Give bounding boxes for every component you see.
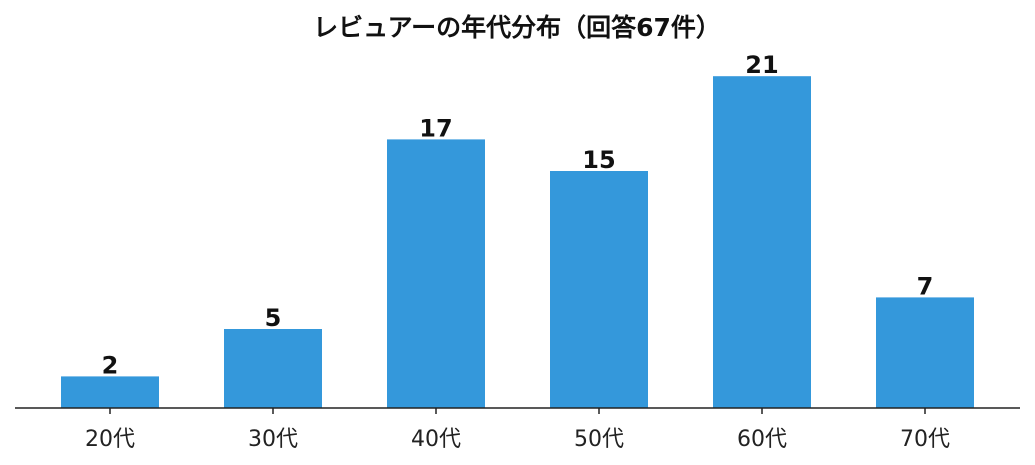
bar-2 — [387, 139, 485, 408]
value-label-2: 17 — [419, 114, 452, 142]
x-tick-label-4: 60代 — [737, 427, 787, 452]
value-label-5: 7 — [917, 272, 934, 300]
x-axis-ticks-group — [109, 408, 926, 414]
bar-4 — [713, 76, 811, 408]
bar-0 — [61, 376, 159, 408]
x-tick-label-1: 30代 — [248, 427, 298, 452]
bar-1 — [224, 329, 322, 408]
chart-title: レビュアーの年代分布（回答67件） — [313, 13, 721, 42]
bars-group — [61, 76, 974, 408]
x-tick-label-5: 70代 — [900, 427, 950, 452]
value-label-1: 5 — [265, 304, 282, 332]
value-label-4: 21 — [745, 51, 778, 79]
x-tick-label-2: 40代 — [411, 427, 461, 452]
bar-5 — [876, 297, 974, 408]
value-labels-group: 2 5 17 15 21 7 — [102, 51, 934, 379]
value-label-0: 2 — [102, 351, 119, 379]
x-axis-tick-labels-group: 20代 30代 40代 50代 60代 70代 — [85, 427, 950, 452]
value-label-3: 15 — [582, 146, 615, 174]
bar-3 — [550, 171, 648, 408]
x-tick-label-0: 20代 — [85, 427, 135, 452]
x-tick-label-3: 50代 — [574, 427, 624, 452]
